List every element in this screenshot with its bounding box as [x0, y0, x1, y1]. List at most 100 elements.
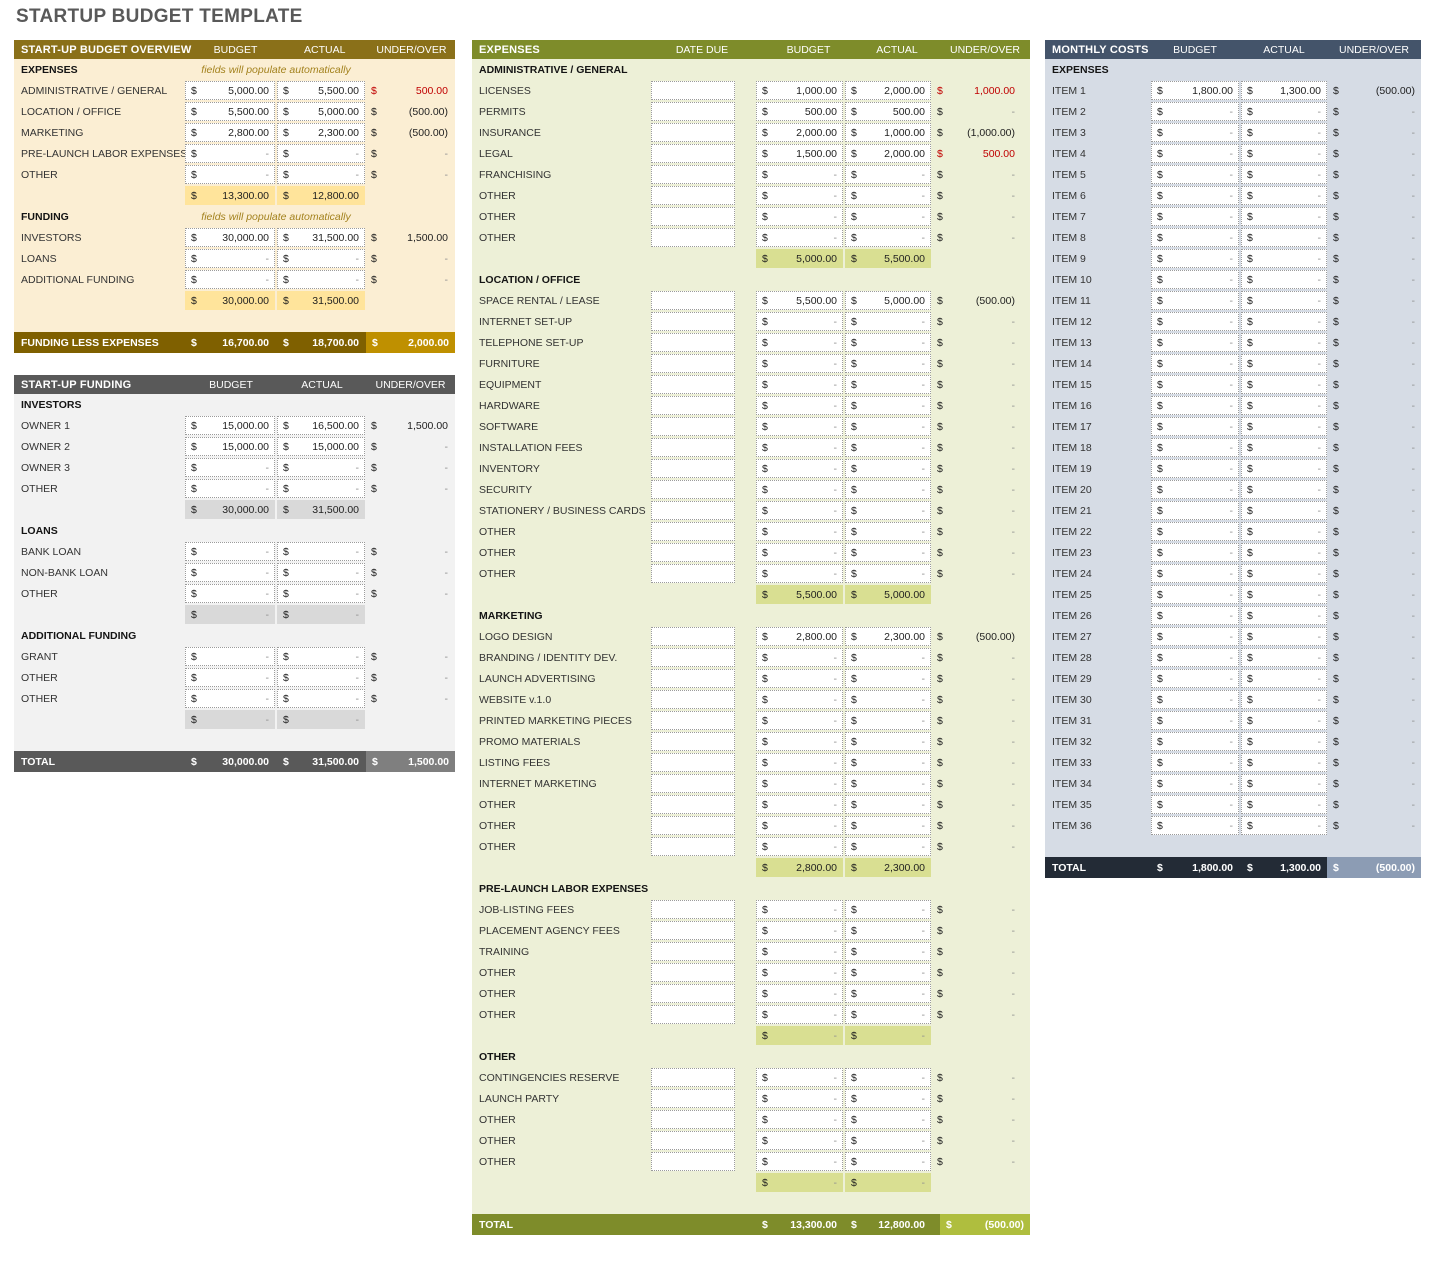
actual-cell[interactable]: $ - — [277, 144, 365, 163]
budget-cell[interactable]: $ - — [756, 690, 843, 709]
budget-cell[interactable]: $ - — [1151, 228, 1239, 247]
budget-cell[interactable]: $ - — [1151, 690, 1239, 709]
actual-cell[interactable]: $ - — [1241, 669, 1327, 688]
budget-cell[interactable]: $ - — [1151, 291, 1239, 310]
actual-cell[interactable]: $ - — [1241, 501, 1327, 520]
actual-cell[interactable]: $ - — [845, 1068, 931, 1087]
actual-cell[interactable]: $ - — [1241, 144, 1327, 163]
actual-cell[interactable]: $ - — [1241, 165, 1327, 184]
date-due-cell[interactable] — [651, 375, 735, 394]
actual-cell[interactable]: $ - — [1241, 627, 1327, 646]
date-due-cell[interactable] — [651, 207, 735, 226]
actual-cell[interactable]: $ - — [845, 333, 931, 352]
budget-cell[interactable]: $ - — [756, 1068, 843, 1087]
date-due-cell[interactable] — [651, 459, 735, 478]
budget-cell[interactable]: $ - — [756, 375, 843, 394]
date-due-cell[interactable] — [651, 186, 735, 205]
date-due-cell[interactable] — [651, 333, 735, 352]
actual-cell[interactable]: $ - — [1241, 270, 1327, 289]
date-due-cell[interactable] — [651, 312, 735, 331]
actual-cell[interactable]: $ - — [845, 837, 931, 856]
actual-cell[interactable]: $ - — [1241, 291, 1327, 310]
budget-cell[interactable]: $ - — [1151, 648, 1239, 667]
actual-cell[interactable]: $ - — [1241, 564, 1327, 583]
date-due-cell[interactable] — [651, 1131, 735, 1150]
date-due-cell[interactable] — [651, 354, 735, 373]
budget-cell[interactable]: $ - — [756, 921, 843, 940]
date-due-cell[interactable] — [651, 291, 735, 310]
actual-cell[interactable]: $ - — [277, 542, 365, 561]
actual-cell[interactable]: $ - — [845, 207, 931, 226]
actual-cell[interactable]: $ - — [277, 479, 365, 498]
date-due-cell[interactable] — [651, 984, 735, 1003]
budget-cell[interactable]: $ - — [756, 480, 843, 499]
budget-cell[interactable]: $ - — [1151, 585, 1239, 604]
actual-cell[interactable]: $5,500.00 — [277, 81, 365, 100]
budget-cell[interactable]: $ - — [185, 144, 275, 163]
actual-cell[interactable]: $ - — [845, 753, 931, 772]
date-due-cell[interactable] — [651, 1089, 735, 1108]
budget-cell[interactable]: $ - — [756, 165, 843, 184]
budget-cell[interactable]: $ - — [185, 647, 275, 666]
budget-cell[interactable]: $ - — [756, 711, 843, 730]
date-due-cell[interactable] — [651, 228, 735, 247]
budget-cell[interactable]: $ - — [756, 669, 843, 688]
date-due-cell[interactable] — [651, 564, 735, 583]
date-due-cell[interactable] — [651, 963, 735, 982]
date-due-cell[interactable] — [651, 690, 735, 709]
budget-cell[interactable]: $ - — [756, 753, 843, 772]
budget-cell[interactable]: $ - — [756, 1089, 843, 1108]
budget-cell[interactable]: $ - — [185, 249, 275, 268]
date-due-cell[interactable] — [651, 417, 735, 436]
actual-cell[interactable]: $ - — [1241, 753, 1327, 772]
budget-cell[interactable]: $ - — [756, 795, 843, 814]
actual-cell[interactable]: $2,300.00 — [845, 627, 931, 646]
actual-cell[interactable]: $ - — [845, 1005, 931, 1024]
budget-cell[interactable]: $ - — [1151, 438, 1239, 457]
actual-cell[interactable]: $ - — [1241, 228, 1327, 247]
actual-cell[interactable]: $ - — [845, 816, 931, 835]
budget-cell[interactable]: $5,000.00 — [185, 81, 275, 100]
budget-cell[interactable]: $ - — [185, 668, 275, 687]
date-due-cell[interactable] — [651, 774, 735, 793]
budget-cell[interactable]: $ - — [1151, 249, 1239, 268]
actual-cell[interactable]: $5,000.00 — [277, 102, 365, 121]
actual-cell[interactable]: $ - — [1241, 585, 1327, 604]
budget-cell[interactable]: $ - — [185, 542, 275, 561]
budget-cell[interactable]: $ - — [1151, 522, 1239, 541]
actual-cell[interactable]: $ - — [845, 732, 931, 751]
actual-cell[interactable]: $ - — [845, 900, 931, 919]
date-due-cell[interactable] — [651, 165, 735, 184]
budget-cell[interactable]: $ - — [185, 458, 275, 477]
actual-cell[interactable]: $5,000.00 — [845, 291, 931, 310]
actual-cell[interactable]: $ - — [277, 584, 365, 603]
actual-cell[interactable]: $ - — [1241, 396, 1327, 415]
date-due-cell[interactable] — [651, 795, 735, 814]
actual-cell[interactable]: $ - — [845, 312, 931, 331]
date-due-cell[interactable] — [651, 627, 735, 646]
actual-cell[interactable]: $500.00 — [845, 102, 931, 121]
budget-cell[interactable]: $ - — [756, 564, 843, 583]
budget-cell[interactable]: $5,500.00 — [185, 102, 275, 121]
budget-cell[interactable]: $30,000.00 — [185, 228, 275, 247]
actual-cell[interactable]: $2,000.00 — [845, 144, 931, 163]
actual-cell[interactable]: $ - — [845, 963, 931, 982]
budget-cell[interactable]: $15,000.00 — [185, 416, 275, 435]
actual-cell[interactable]: $2,300.00 — [277, 123, 365, 142]
budget-cell[interactable]: $ - — [1151, 627, 1239, 646]
actual-cell[interactable]: $ - — [1241, 606, 1327, 625]
actual-cell[interactable]: $ - — [277, 689, 365, 708]
actual-cell[interactable]: $ - — [1241, 438, 1327, 457]
date-due-cell[interactable] — [651, 711, 735, 730]
budget-cell[interactable]: $ - — [1151, 606, 1239, 625]
actual-cell[interactable]: $ - — [1241, 417, 1327, 436]
actual-cell[interactable]: $ - — [1241, 333, 1327, 352]
date-due-cell[interactable] — [651, 753, 735, 772]
actual-cell[interactable]: $ - — [1241, 522, 1327, 541]
actual-cell[interactable]: $ - — [1241, 711, 1327, 730]
budget-cell[interactable]: $ - — [1151, 375, 1239, 394]
date-due-cell[interactable] — [651, 438, 735, 457]
budget-cell[interactable]: $ - — [756, 816, 843, 835]
actual-cell[interactable]: $2,000.00 — [845, 81, 931, 100]
date-due-cell[interactable] — [651, 480, 735, 499]
